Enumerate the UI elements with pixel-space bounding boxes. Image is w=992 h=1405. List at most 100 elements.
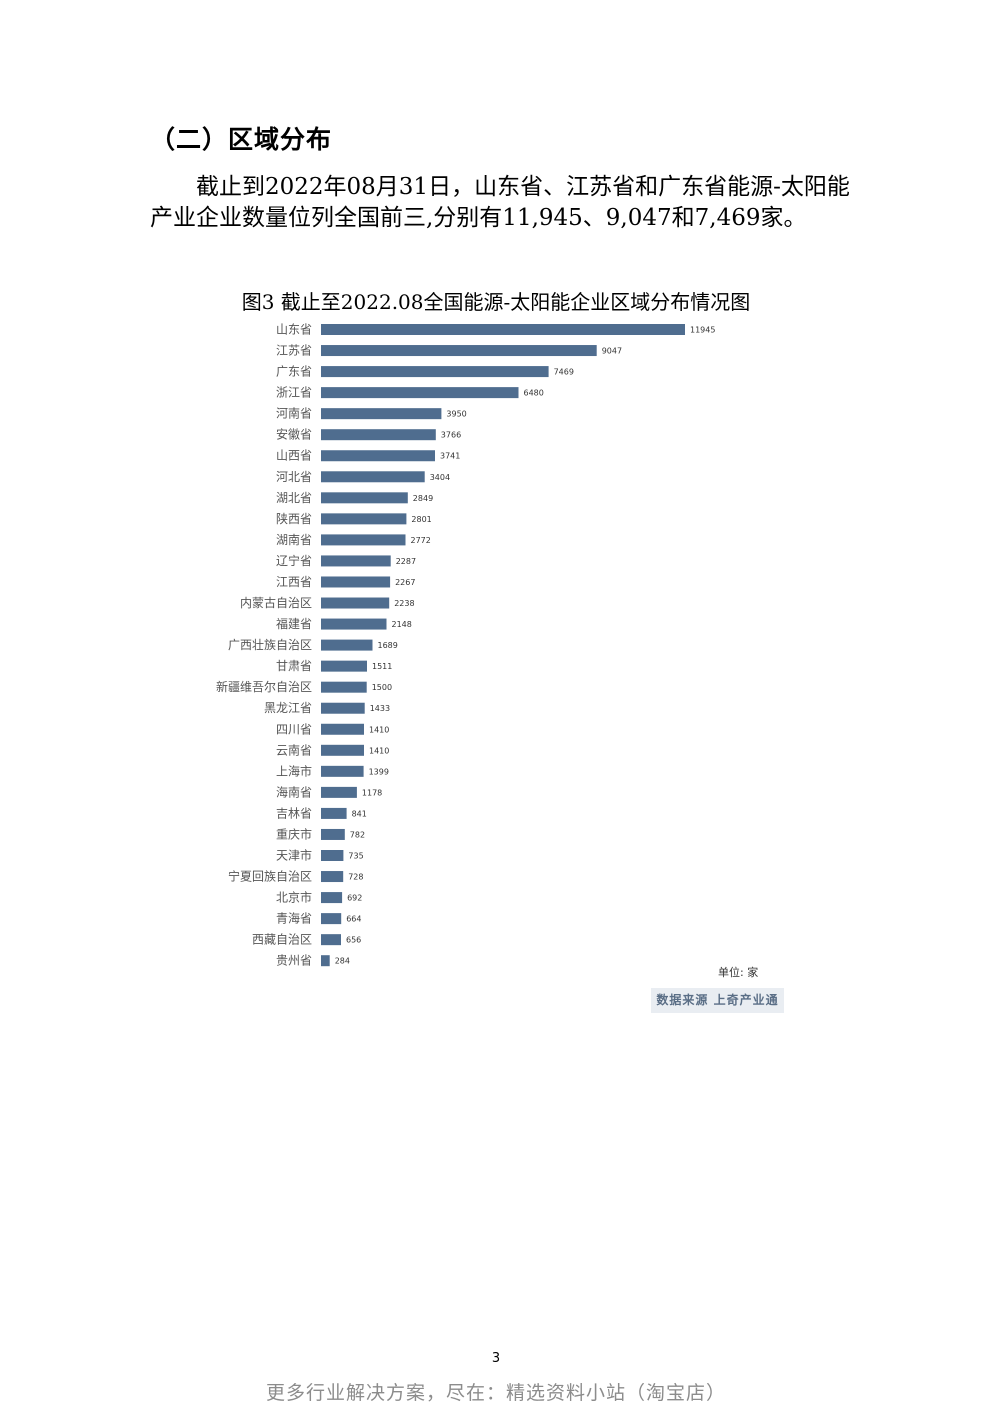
category-label: 辽宁省	[276, 553, 312, 568]
figure-caption: 图3 截止至2022.08全国能源-太阳能企业区域分布情况图	[241, 290, 751, 314]
value-label: 735	[348, 852, 363, 861]
category-label: 内蒙古自治区	[240, 595, 312, 610]
value-label: 1399	[369, 767, 389, 776]
category-label: 河南省	[276, 406, 312, 421]
category-label: 山西省	[276, 449, 312, 463]
value-label: 664	[346, 915, 361, 924]
value-label: 3766	[441, 431, 461, 440]
value-label: 11945	[690, 326, 715, 335]
bar	[321, 429, 436, 441]
category-label: 江西省	[276, 575, 312, 589]
value-label: 2287	[396, 557, 416, 566]
value-label: 656	[346, 936, 361, 945]
value-label: 728	[348, 873, 363, 882]
bar	[321, 702, 365, 714]
bar	[321, 534, 406, 546]
value-label: 6480	[524, 389, 544, 398]
value-label: 9047	[602, 347, 622, 356]
bar	[321, 408, 442, 420]
section-title: （二）区域分布	[150, 125, 333, 154]
bar	[321, 744, 364, 756]
value-label: 7469	[554, 368, 574, 377]
value-label: 1410	[369, 746, 389, 755]
bar	[321, 871, 344, 883]
value-label: 1410	[369, 725, 389, 734]
category-label: 上海市	[276, 763, 312, 778]
value-label: 3404	[430, 473, 450, 482]
category-label: 湖南省	[276, 532, 312, 547]
bar	[321, 934, 341, 946]
category-label: 北京市	[276, 890, 312, 905]
bar	[321, 765, 364, 777]
value-label: 2849	[413, 494, 433, 503]
bar	[321, 955, 330, 967]
bar	[321, 723, 364, 735]
category-label: 吉林省	[276, 806, 312, 820]
bar	[321, 366, 549, 378]
bar	[321, 513, 407, 525]
category-label: 江苏省	[276, 344, 312, 358]
category-label: 重庆市	[276, 826, 312, 841]
page-footer: 更多行业解决方案，尽在：精选资料小站（淘宝店）	[265, 1382, 726, 1404]
value-label: 2148	[392, 620, 412, 629]
bar	[321, 913, 342, 925]
category-label: 广西壮族自治区	[228, 638, 312, 652]
category-label: 青海省	[276, 911, 312, 926]
bar	[321, 618, 387, 630]
bar	[321, 850, 344, 861]
category-label: 西藏自治区	[252, 933, 312, 947]
bar	[321, 324, 685, 335]
bar	[321, 639, 373, 651]
category-label: 甘肃省	[276, 659, 312, 673]
value-label: 1433	[370, 704, 390, 713]
category-label: 天津市	[276, 848, 312, 863]
category-label: 新疆维吾尔自治区	[216, 679, 312, 694]
category-label: 四川省	[276, 722, 312, 736]
value-label: 3950	[446, 410, 466, 419]
category-label: 黑龙江省	[264, 701, 312, 715]
category-label: 海南省	[276, 784, 312, 799]
bar	[321, 597, 390, 609]
category-label: 广东省	[276, 365, 312, 379]
category-label: 山东省	[276, 323, 312, 337]
value-label: 2267	[395, 578, 415, 587]
bar	[321, 807, 347, 819]
body-paragraph: 截止到2022年08月31日，山东省、江苏省和广东省能源-太阳能产业企业数量位列…	[150, 174, 850, 231]
category-label: 贵州省	[276, 954, 312, 968]
bar	[321, 492, 408, 504]
bar	[321, 450, 435, 462]
category-label: 浙江省	[276, 386, 312, 400]
value-label: 2238	[394, 599, 414, 608]
bar	[321, 681, 367, 693]
bar	[321, 387, 519, 399]
category-label: 陕西省	[276, 511, 312, 526]
bar	[321, 576, 391, 588]
category-label: 宁夏回族自治区	[228, 869, 312, 884]
value-label: 841	[352, 809, 367, 818]
value-label: 1178	[362, 788, 382, 797]
bar	[321, 892, 343, 904]
value-label: 2772	[411, 536, 431, 545]
category-label: 河北省	[276, 470, 312, 484]
bar	[321, 828, 345, 840]
value-label: 3741	[440, 452, 460, 461]
unit-label: 单位: 家	[718, 966, 759, 979]
value-label: 692	[347, 894, 362, 903]
category-label: 湖北省	[276, 490, 312, 505]
region-bar-chart: 山东省 11945 江苏省 9047 广东省 7469 浙江省 6480 河南省 3950 安徽省 3…	[216, 323, 715, 968]
value-label: 782	[350, 830, 365, 839]
value-label: 284	[335, 957, 350, 966]
bar	[321, 660, 367, 672]
data-source-badge: 数据来源 上奇产业通	[651, 988, 784, 1013]
category-label: 云南省	[276, 742, 312, 757]
value-label: 2801	[411, 515, 431, 524]
bar	[321, 555, 391, 567]
page-number: 3	[491, 1351, 501, 1366]
category-label: 福建省	[276, 616, 312, 631]
bar	[321, 786, 357, 798]
bar	[321, 471, 425, 483]
value-label: 1689	[378, 641, 398, 650]
value-label: 1511	[372, 662, 392, 671]
category-label: 安徽省	[276, 427, 312, 442]
value-label: 1500	[372, 683, 392, 692]
